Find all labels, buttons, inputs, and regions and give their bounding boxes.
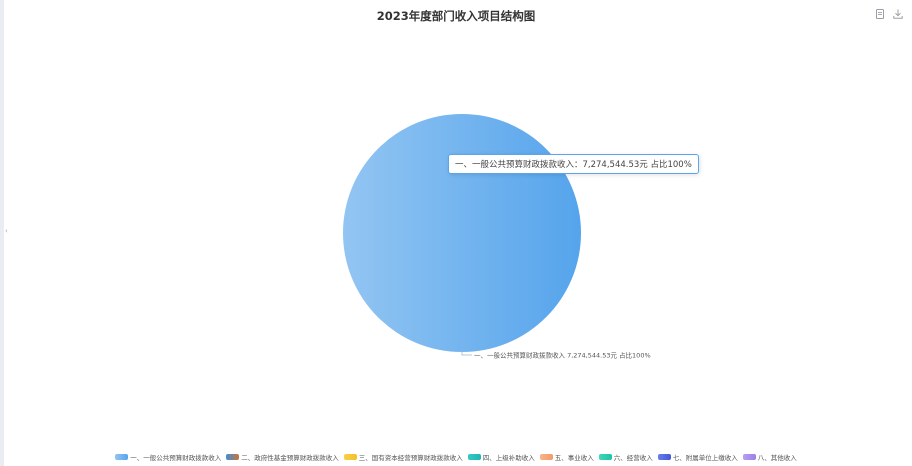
chart-tooltip: 一、一般公共预算财政拨款收入：7,274,544.53元 占比100% bbox=[448, 154, 699, 174]
legend-swatch bbox=[540, 454, 553, 460]
legend-swatch bbox=[743, 454, 756, 460]
legend-item[interactable]: 七、附属单位上缴收入 bbox=[658, 452, 738, 462]
legend-item[interactable]: 二、政府性基金预算财政拨款收入 bbox=[226, 452, 339, 462]
legend-label: 五、事业收入 bbox=[555, 452, 594, 462]
legend-item[interactable]: 八、其他收入 bbox=[743, 452, 797, 462]
legend-swatch bbox=[115, 454, 128, 460]
legend-label: 二、政府性基金预算财政拨款收入 bbox=[241, 452, 339, 462]
legend-item[interactable]: 五、事业收入 bbox=[540, 452, 594, 462]
legend-label: 八、其他收入 bbox=[758, 452, 797, 462]
legend-item[interactable]: 一、一般公共预算财政拨款收入 bbox=[115, 452, 221, 462]
legend-label: 七、附属单位上缴收入 bbox=[673, 452, 738, 462]
legend-item[interactable]: 三、国有资本经营预算财政拨款收入 bbox=[344, 452, 463, 462]
legend-label: 六、经营收入 bbox=[614, 452, 653, 462]
legend-swatch bbox=[344, 454, 357, 460]
legend-item[interactable]: 四、上级补助收入 bbox=[468, 452, 535, 462]
slice-label: 一、一般公共预算财政拨款收入 7,274,544.53元 占比100% bbox=[474, 351, 651, 360]
legend-swatch bbox=[599, 454, 612, 460]
legend-label: 一、一般公共预算财政拨款收入 bbox=[130, 452, 221, 462]
pie-slice[interactable] bbox=[343, 114, 581, 352]
legend-swatch bbox=[226, 454, 239, 460]
legend-label: 四、上级补助收入 bbox=[483, 452, 535, 462]
legend-label: 三、国有资本经营预算财政拨款收入 bbox=[359, 452, 463, 462]
chart-legend: 一、一般公共预算财政拨款收入 二、政府性基金预算财政拨款收入 三、国有资本经营预算财… bbox=[0, 452, 912, 462]
legend-swatch bbox=[468, 454, 481, 460]
legend-item[interactable]: 六、经营收入 bbox=[599, 452, 653, 462]
legend-swatch bbox=[658, 454, 671, 460]
